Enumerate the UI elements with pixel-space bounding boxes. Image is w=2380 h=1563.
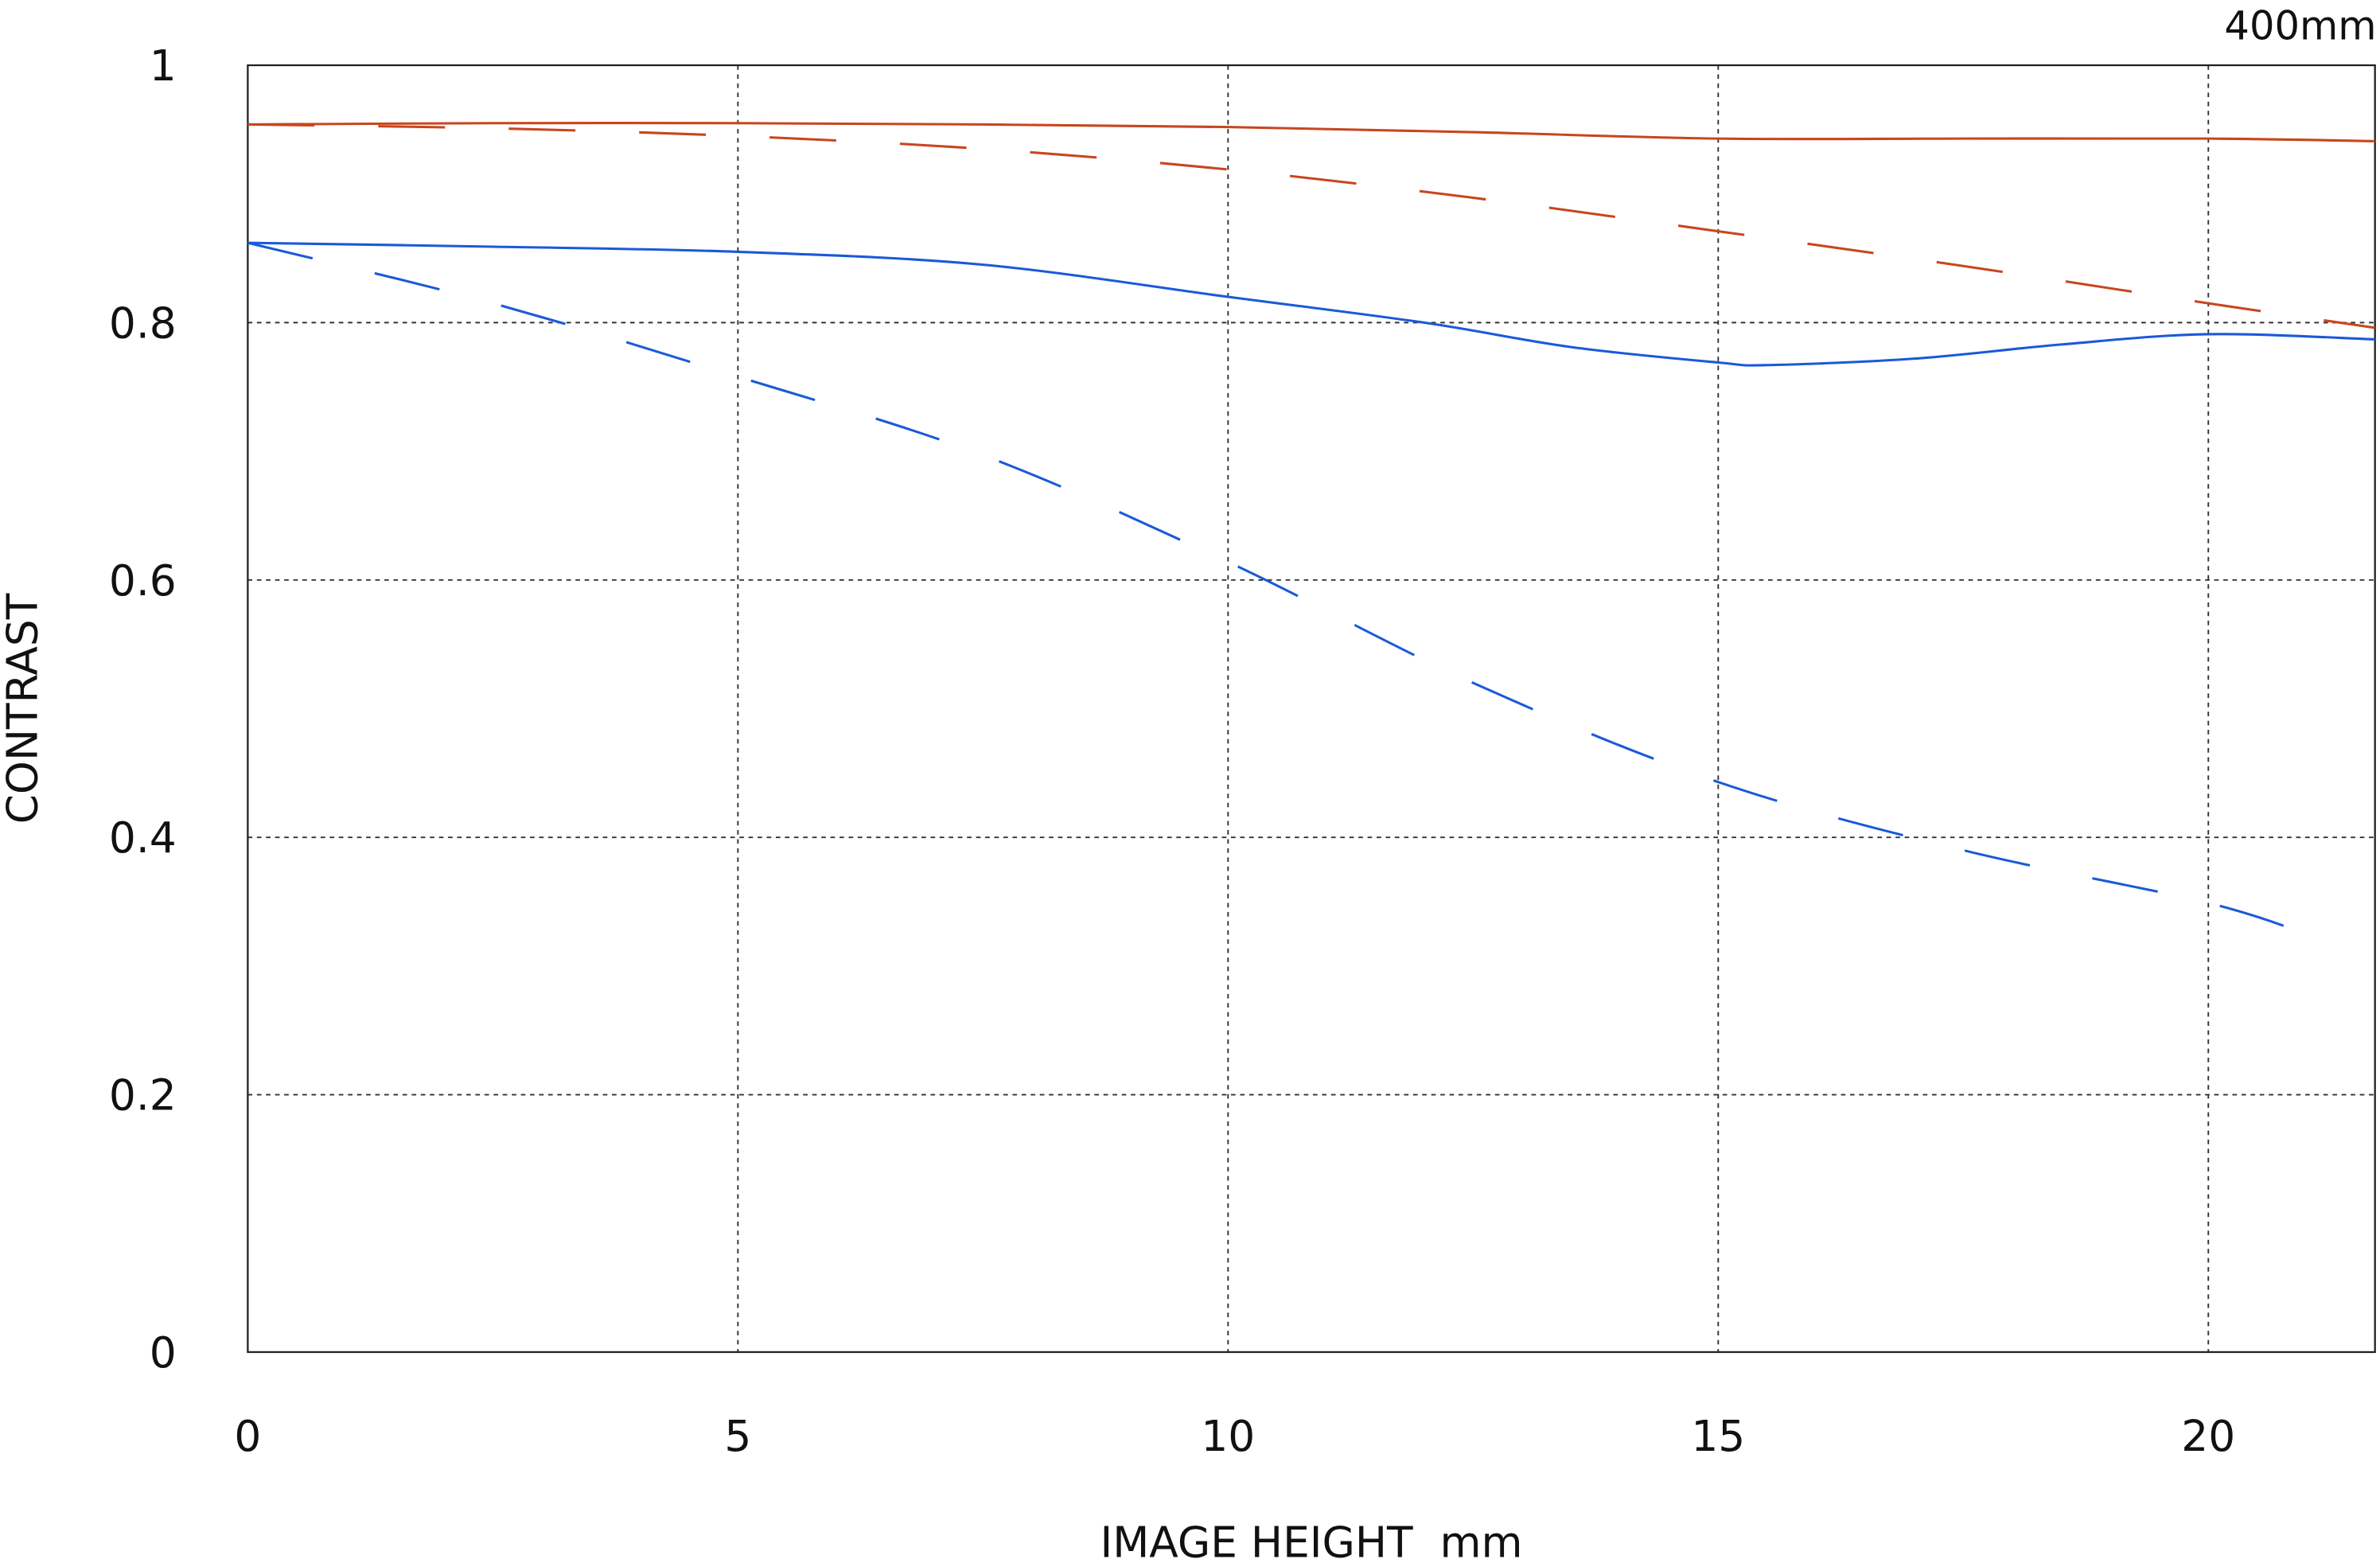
grid (247, 64, 2375, 1352)
y-tick-label: 1 (150, 41, 177, 91)
plot-frame (247, 64, 2376, 1354)
series-line-4 (247, 241, 2317, 939)
x-tick-label: 10 (1201, 1411, 1255, 1461)
x-tick-label: 20 (2181, 1411, 2235, 1461)
x-axis-label: IMAGE HEIGHT mm (1100, 1517, 1523, 1563)
y-tick-label: 0.8 (109, 298, 177, 348)
y-axis-label: CONTRAST (0, 593, 47, 824)
series-line-3 (247, 241, 2375, 367)
series-group (247, 122, 2375, 939)
series-line-2 (247, 123, 2375, 329)
tick-labels: 0 5 10 15 20 0 0.2 0.4 0.6 0.8 1 (109, 41, 2235, 1461)
x-tick-label: 5 (724, 1411, 751, 1461)
y-tick-label: 0 (150, 1327, 177, 1378)
series-line-1 (247, 122, 2375, 142)
y-tick-label: 0.6 (109, 555, 177, 606)
x-tick-label: 0 (234, 1411, 261, 1461)
chart-title: 400mm (2224, 3, 2376, 49)
x-tick-label: 15 (1691, 1411, 1745, 1461)
y-tick-label: 0.4 (109, 813, 177, 863)
y-tick-label: 0.2 (109, 1070, 177, 1121)
